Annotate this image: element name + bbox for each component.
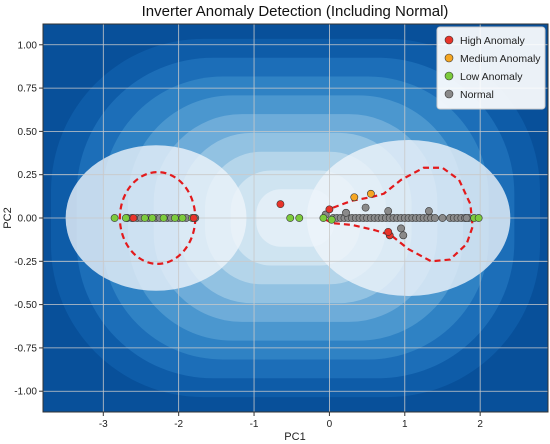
data-point (110, 214, 119, 222)
data-point (425, 207, 433, 215)
data-point (361, 203, 370, 212)
y-tick-label: 0.00 (18, 214, 38, 225)
x-tick-label: -1 (250, 419, 259, 430)
data-point (366, 189, 375, 198)
data-point (189, 214, 198, 222)
x-tick-label: 2 (477, 419, 483, 430)
data-point (384, 227, 393, 236)
y-tick-label: 0.50 (18, 127, 38, 138)
y-tick-label: 0.25 (18, 170, 38, 181)
data-point (129, 214, 138, 222)
data-point (171, 214, 179, 222)
y-tick-label: -0.50 (14, 300, 37, 311)
data-point (140, 214, 149, 222)
x-tick-label: -2 (174, 419, 183, 430)
decision-boundary-right (324, 166, 474, 263)
legend-label: Normal (460, 89, 494, 101)
x-tick-label: -3 (99, 419, 108, 430)
data-point (295, 214, 304, 222)
data-point (325, 205, 334, 214)
legend-marker (444, 35, 454, 45)
y-axis-label: PC2 (2, 207, 14, 228)
data-point (148, 214, 157, 222)
data-point (342, 208, 350, 217)
data-point (384, 207, 393, 215)
x-tick-label: 0 (327, 419, 333, 430)
series-normal (123, 203, 473, 240)
data-point (327, 215, 336, 224)
legend-label: High Anomaly (460, 35, 526, 47)
y-tick-label: 1.00 (18, 40, 38, 51)
legend-label: Medium Anomaly (460, 53, 541, 65)
data-point (397, 224, 405, 233)
data-point (178, 214, 187, 222)
data-point (399, 231, 408, 240)
x-axis-label: PC1 (284, 431, 305, 443)
series-high-anomaly (129, 200, 394, 240)
x-tick-label: 1 (402, 419, 408, 430)
y-tick-label: 0.75 (18, 84, 38, 95)
legend-marker (444, 89, 454, 99)
legend-box (436, 26, 546, 110)
data-point (431, 214, 439, 222)
data-point (319, 214, 328, 222)
y-tick-label: -1.00 (14, 387, 37, 398)
data-point (159, 214, 168, 222)
data-point (438, 214, 447, 222)
legend-marker (444, 71, 454, 81)
y-tick-label: -0.25 (14, 257, 37, 268)
data-point (474, 214, 483, 222)
legend-label: Low Anomaly (460, 71, 523, 83)
data-point (350, 193, 359, 202)
legend-marker (444, 53, 454, 63)
chart-title: Inverter Anomaly Detection (Including No… (142, 3, 449, 20)
data-point (276, 200, 285, 209)
legend: High Anomaly Medium Anomaly Low Anomaly Nor… (436, 26, 546, 110)
data-point (462, 214, 471, 222)
series-medium-anomaly (350, 189, 375, 202)
data-point (286, 214, 295, 222)
data-point (122, 214, 130, 222)
y-tick-label: -0.75 (14, 343, 37, 354)
